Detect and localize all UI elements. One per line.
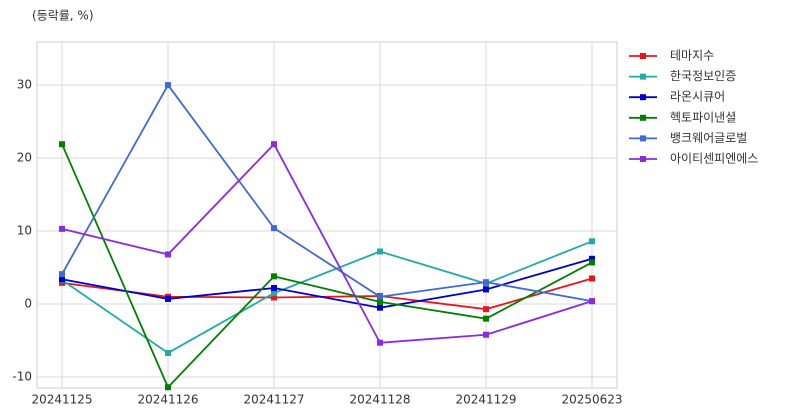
series-line [61,240,593,355]
series-line [61,142,593,344]
legend-label: 테마지수 [670,49,714,63]
point-marker [483,279,489,286]
plot-frame [36,41,618,389]
point-marker [165,349,171,356]
y-tick-label: 10 [17,224,32,238]
point-marker [377,298,383,305]
series-line [61,83,593,303]
y-axis-label: (등락률, %) [32,9,94,23]
legend-label: 헥토파이낸셜 [670,110,736,124]
x-tick-label: 20250623 [561,393,622,407]
point-marker [377,248,383,255]
point-marker [59,271,65,278]
x-tick-label: 20241126 [137,393,198,407]
y-tick-label: 0 [24,297,32,311]
point-marker [165,384,171,391]
legend-label: 라온시큐어 [670,90,725,104]
point-marker [589,238,595,245]
series-line [61,277,593,311]
legend-marker [640,114,646,121]
point-marker [377,293,383,300]
point-marker [271,284,277,291]
point-marker [483,331,489,338]
legend-marker [640,156,646,162]
point-marker [271,225,277,232]
point-marker [483,306,489,313]
y-tick-label: 20 [17,151,32,165]
point-marker [271,294,277,301]
point-marker [165,295,171,302]
point-marker [377,304,383,311]
series-line [61,143,593,389]
legend-marker [640,135,646,142]
legend-label: 한국정보인증 [670,69,736,83]
point-marker [59,276,65,283]
point-marker [483,315,489,322]
point-marker [59,141,65,148]
point-marker [271,273,277,280]
legend-marker [640,73,646,80]
point-marker [377,339,383,346]
x-tick-label: 20241129 [455,393,516,407]
point-marker [271,141,277,148]
legend-marker [640,94,646,101]
point-marker [589,275,595,282]
y-tick-label: 30 [17,78,32,92]
point-marker [165,82,171,89]
point-marker [589,255,595,262]
point-marker [483,286,489,293]
point-marker [271,290,277,297]
series-line [61,257,593,309]
point-marker [59,225,65,232]
legend-marker [640,53,646,59]
x-tick-label: 20241127 [243,393,304,407]
x-tick-label: 20241125 [31,393,92,407]
point-marker [165,251,171,258]
x-tick-label: 20241128 [349,393,410,407]
legend-label: 아이티센피엔에스 [670,152,758,166]
y-tick-label: -10 [12,370,32,384]
point-marker [589,298,595,305]
point-marker [589,259,595,266]
legend-label: 뱅크웨어글로벌 [670,131,747,145]
